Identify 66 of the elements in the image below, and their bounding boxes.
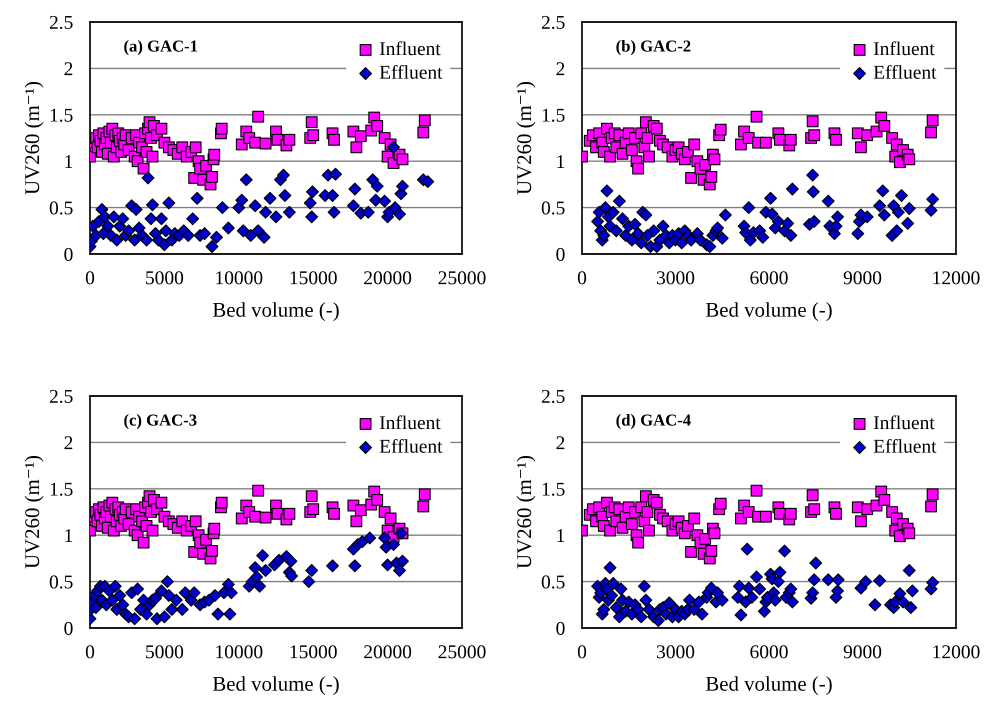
y-tick-label: 1 [557,155,564,168]
y-tick-label: 0 [64,622,73,635]
y-tick-label: 2 [556,62,564,76]
x-tick-label: 0 [578,645,586,658]
text: (a) GAC-1 [124,40,198,56]
legend-label: Influent [380,41,441,56]
y-tick-label: 0 [556,622,565,635]
y-tick-label: 2 [64,436,72,450]
x-tick-label: 10000 [216,271,262,284]
y-tick-label: 2.5 [50,390,73,404]
y-axis-title: UV260 (m⁻¹) [516,82,536,194]
y-tick-label: 1 [65,155,72,168]
x-axis-title: Bed volume (-) [706,302,832,322]
x-tick-label: 0 [86,271,94,284]
y-tick-label: 1.5 [50,482,73,496]
y-tick-label: 0 [64,248,73,261]
x-axis-title: Bed volume (-) [212,302,339,322]
x-tick-label: 25000 [438,271,486,284]
y-tick-label: 1.5 [50,108,73,122]
x-tick-label: 3000 [656,271,694,284]
x-tick-label: 6000 [750,645,788,658]
y-tick-label: 2 [556,436,564,450]
x-tick-label: 9000 [844,645,882,658]
x-tick-label: 20000 [364,271,412,284]
text: (d) GAC-4 [616,414,691,430]
y-axis-title: UV260 (m⁻¹) [24,82,44,194]
legend-label: Influent [380,415,441,430]
x-tick-label: 20000 [364,645,412,658]
y-tick-label: 0.5 [542,201,565,215]
x-tick-label: 3000 [656,645,694,658]
x-tick-label: 15000 [290,271,337,284]
y-tick-label: 0.5 [50,575,73,589]
x-tick-label: 15000 [290,645,337,658]
y-tick-label: 0.5 [542,575,565,589]
y-tick-label: 1.5 [542,482,565,496]
x-tick-label: 12000 [933,645,980,658]
legend-label: Effluent [380,438,442,453]
y-tick-label: 2 [64,62,72,76]
text: (b) GAC-2 [616,40,690,56]
y-tick-label: 2.5 [542,390,565,404]
x-tick-label: 6000 [750,271,788,284]
legend-label: Effluent [874,64,936,79]
x-tick-label: 12000 [933,271,980,284]
x-tick-label: 10000 [216,645,262,658]
y-tick-label: 1.5 [542,108,565,122]
x-tick-label: 0 [578,271,586,284]
x-axis-title: Bed volume (-) [706,676,832,696]
y-tick-label: 0 [556,248,565,261]
legend-label: Influent [874,41,935,56]
y-axis-title: UV260 (m⁻¹) [516,456,536,568]
y-tick-label: 0.5 [50,201,73,215]
y-tick-label: 2.5 [542,16,565,30]
x-tick-label: 25000 [438,645,486,658]
y-tick-label: 2.5 [50,16,73,30]
x-tick-label: 5000 [146,271,184,284]
y-axis-title: UV260 (m⁻¹) [24,456,44,568]
legend-label: Effluent [874,438,936,453]
y-tick-label: 1 [557,529,564,542]
x-axis-title: Bed volume (-) [212,676,339,696]
text: (c) GAC-3 [124,414,196,430]
x-tick-label: 0 [86,645,94,658]
y-tick-label: 1 [65,529,72,542]
x-tick-label: 9000 [844,271,882,284]
legend-label: Effluent [380,64,442,79]
x-tick-label: 5000 [146,645,184,658]
legend-label: Influent [874,415,935,430]
